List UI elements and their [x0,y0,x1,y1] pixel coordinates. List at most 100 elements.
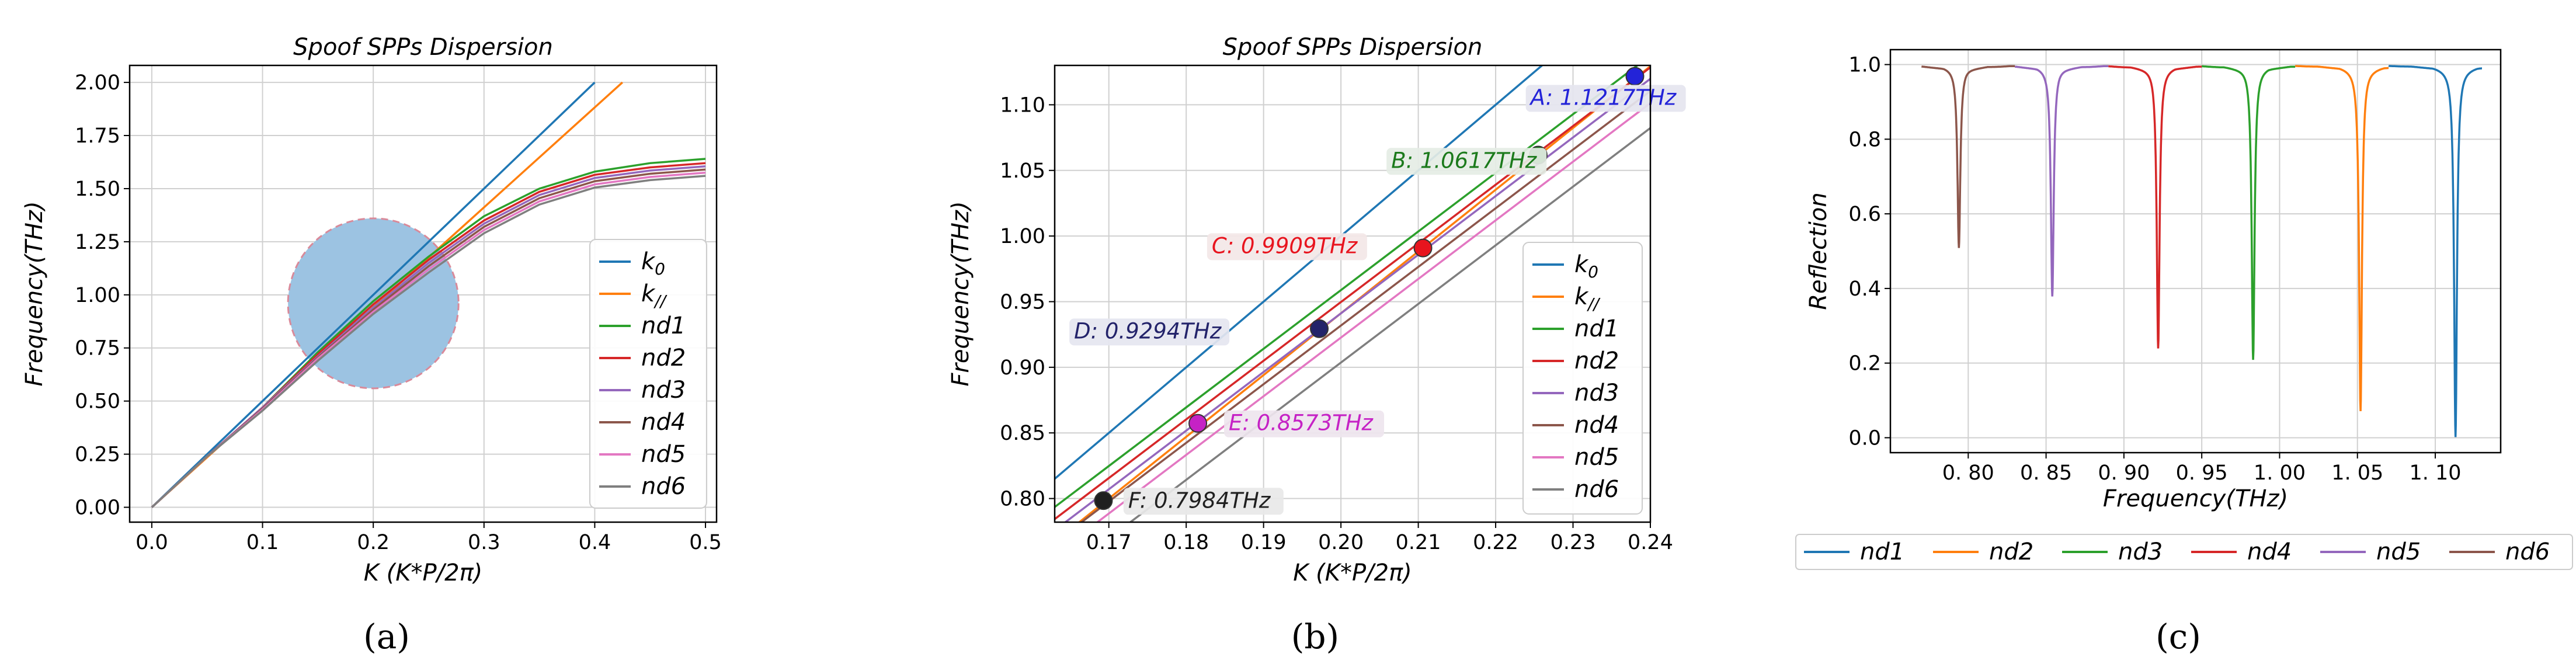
a-series-line-nd6-7 [151,175,706,508]
b-annotation-label-1: B: 1.0617THz [1391,148,1537,173]
legend-label-a-3: nd2 [641,345,686,371]
b-ytick-label-2: 0.90 [1000,356,1045,380]
c-xtick-label-4: 1. 00 [2254,461,2306,485]
a-xtick-label-3: 0.3 [468,531,500,554]
c-legend-box [1795,534,2573,570]
b-ytick-label-6: 1.10 [1000,93,1045,117]
c-series-line-nd4-3 [2108,65,2202,349]
b-xtick-label-7: 0.24 [1628,531,1673,554]
a-ylabel: Frequency(THz) [21,201,48,386]
c-ytick-label-5: 1.0 [1848,54,1881,77]
a-ytick-label-4: 1.00 [75,284,120,307]
b-ytick-label-0: 0.80 [1000,488,1045,511]
b-annotation-label-3: D: 0.9294THz [1074,318,1222,343]
legend-label-b-3: nd2 [1574,348,1619,374]
b-marker-3 [1310,319,1329,338]
legend-label-b-4: nd3 [1574,380,1619,407]
legend-label-b-6: nd5 [1574,444,1619,471]
c-ytick-label-0: 0.0 [1848,426,1881,450]
b-series-line-nd2-3 [1055,66,1650,520]
c-xtick-label-2: 0. 90 [2098,461,2150,485]
c-ytick-label-4: 0.8 [1848,128,1881,151]
b-xtick-label-2: 0.19 [1241,531,1287,554]
c-series-line-nd3-2 [2202,65,2296,360]
c-xtick-label-6: 1. 10 [2410,461,2462,485]
c-xtick-label-3: 0. 95 [2176,461,2228,485]
b-xtick-label-0: 0.17 [1086,531,1132,554]
b-xtick-label-5: 0.22 [1473,531,1518,554]
a-xtick-label-2: 0.2 [357,531,390,554]
c-xtick-label-0: 0. 80 [1942,461,1994,485]
c-ytick-label-1: 0.2 [1848,352,1881,376]
a-ytick-label-6: 1.50 [75,178,120,201]
b-legend-box [1522,242,1643,515]
b-xtick-label-4: 0.21 [1396,531,1441,554]
c-legend-label-0: nd1 [1860,539,1904,565]
b-series-line-nd3-4 [1063,78,1650,522]
legend-label-a-5: nd4 [641,409,686,436]
b-annotation-box-5 [1123,488,1284,515]
c-frame [1889,48,2502,454]
b-series-line-nd1-2 [1055,65,1639,508]
legend-label-a-6: nd5 [641,441,686,468]
legend-label-a-4: nd3 [641,377,686,404]
a-title: Spoof SPPs Dispersion [293,34,553,61]
a-xlabel: K (K*P/2π) [364,560,483,586]
b-series-line-nd4-5 [1080,90,1650,522]
b-annotation-label-2: C: 0.9909THz [1212,233,1358,258]
c-series-line-nd1-0 [2388,65,2482,437]
b-xtick-label-1: 0.18 [1163,531,1209,554]
b-ytick-label-4: 1.00 [1000,225,1045,248]
a-plot-area [151,81,706,508]
c-series-line-nd2-1 [2295,65,2389,411]
c-legend-label-3: nd4 [2247,539,2292,565]
b-frame [1054,64,1652,523]
a-xtick-label-0: 0.0 [135,531,168,554]
b-annotation-box-1 [1386,148,1547,175]
c-ytick-label-3: 0.6 [1848,203,1881,226]
c-series-line-nd6-5 [1921,65,2015,248]
c-ylabel: Reflection [1805,192,1832,310]
a-frame [128,64,718,523]
b-annotation-box-4 [1224,410,1385,437]
c-series-line-nd5-4 [2014,65,2109,297]
legend-label-b-7: nd6 [1574,476,1619,503]
panel-label-a: (a) [363,617,410,656]
panel-label-c: (c) [2156,617,2201,656]
legend-label-b-5: nd4 [1574,412,1619,439]
a-ytick-label-0: 0.00 [75,496,120,520]
c-xlabel: Frequency(THz) [2103,485,2288,512]
b-series-line-k-0 [1055,65,1544,480]
b-marker-0 [1625,67,1645,86]
a-ytick-label-1: 0.25 [75,443,120,467]
c-ytick-label-2: 0.4 [1848,277,1881,301]
b-title: Spoof SPPs Dispersion [1223,34,1483,61]
a-legend-box [589,239,707,509]
b-xtick-label-3: 0.20 [1318,531,1364,554]
a-xtick-label-5: 0.5 [689,531,722,554]
c-plot-area [1921,65,2482,437]
a-xtick-label-4: 0.4 [579,531,611,554]
a-ytick-label-3: 0.75 [75,337,120,360]
panel-c-reflection-chart: 0. 80 0. 85 0. 90 0. 95 1. 00 1. 05 1. 10 0.0 0.… [1795,48,2573,570]
legend-label-b-2: nd1 [1574,315,1619,342]
c-xtick-label-1: 0. 85 [2020,461,2072,485]
b-ytick-label-5: 1.05 [1000,159,1045,183]
c-legend-label-5: nd6 [2505,539,2550,565]
b-marker-4 [1188,414,1208,433]
legend-label-a-2: nd1 [641,312,686,339]
b-ytick-label-3: 0.95 [1000,290,1045,314]
b-annotation-label-4: E: 0.8573THz [1229,411,1374,436]
a-ytick-label-7: 1.75 [75,124,120,148]
panel-label-b: (b) [1291,617,1339,656]
c-xtick-label-5: 1. 05 [2331,461,2383,485]
c-legend-label-1: nd2 [1989,539,2033,565]
b-ylabel: Frequency(THz) [947,201,974,386]
a-ytick-label-2: 0.50 [75,390,120,414]
b-annotation-label-5: F: 0.7984THz [1128,488,1271,513]
a-xtick-label-1: 0.1 [246,531,279,554]
legend-label-a-7: nd6 [641,473,686,500]
b-marker-5 [1094,491,1113,510]
c-legend-label-4: nd5 [2376,539,2421,565]
